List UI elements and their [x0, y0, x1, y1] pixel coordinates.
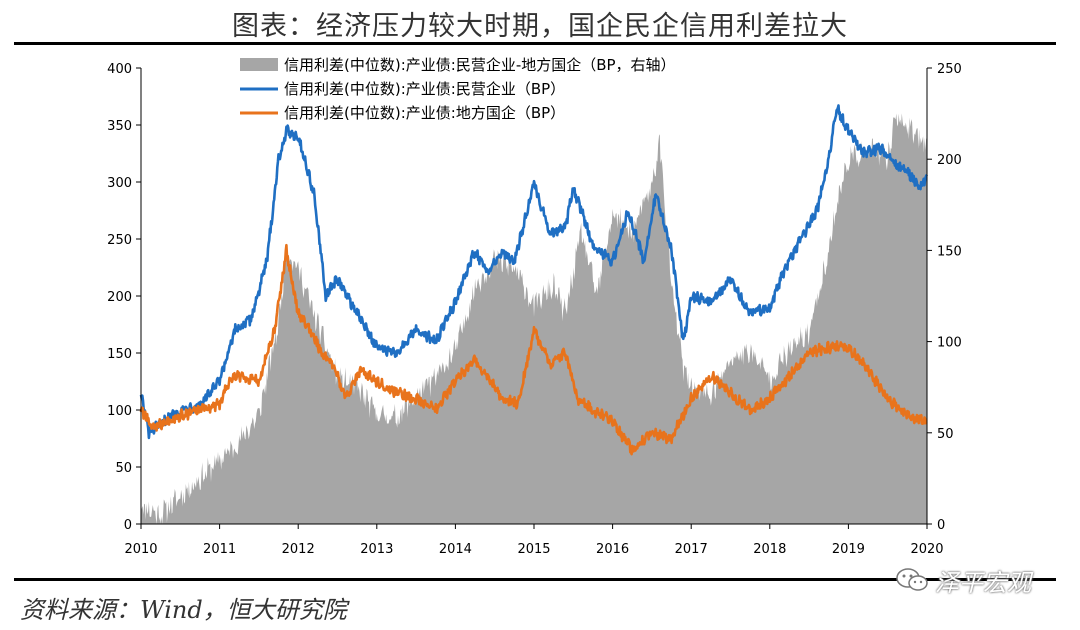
- legend-label: 信用利差(中位数):产业债:民营企业-地方国企（BP，右轴）: [284, 56, 676, 74]
- x-tick-label: 2010: [124, 542, 157, 557]
- y-left-tick-label: 400: [107, 62, 132, 77]
- y-right-tick-label: 100: [937, 336, 962, 351]
- series-line-private: [139, 104, 928, 440]
- x-tick-label: 2018: [753, 542, 786, 557]
- series-layer: [139, 104, 928, 525]
- x-tick-label: 2012: [282, 542, 315, 557]
- series-line-local-soe: [139, 243, 928, 456]
- source-note: 资料来源：Wind，恒大研究院: [20, 596, 347, 624]
- y-left-tick-label: 300: [107, 176, 132, 191]
- top-rule: [14, 42, 1056, 45]
- x-tick-label: 2011: [203, 542, 236, 557]
- y-right-tick-label: 150: [937, 244, 962, 259]
- y-right-tick-label: 0: [937, 518, 945, 533]
- y-left-tick-label: 0: [124, 518, 132, 533]
- wechat-icon: [896, 568, 928, 591]
- x-tick-label: 2014: [439, 542, 472, 557]
- x-tick-label: 2017: [675, 542, 708, 557]
- y-right-tick-label: 250: [937, 62, 962, 77]
- y-left-tick-label: 150: [107, 347, 132, 362]
- x-tick-label: 2015: [517, 542, 550, 557]
- x-tick-label: 2020: [910, 542, 943, 557]
- bottom-rule: [14, 578, 1056, 581]
- watermark-text: 泽平宏观: [935, 568, 1031, 597]
- y-left-tick-label: 100: [107, 404, 132, 419]
- x-tick-label: 2013: [360, 542, 393, 557]
- y-left-tick-label: 50: [115, 461, 132, 476]
- watermark: 泽平宏观: [895, 562, 1031, 598]
- chart-title: 图表：经济压力较大时期，国企民企信用利差拉大: [232, 11, 848, 42]
- legend-swatch-area: [240, 58, 278, 71]
- legend-label: 信用利差(中位数):产业债:地方国企（BP）: [284, 104, 565, 122]
- y-left-tick-label: 250: [107, 233, 132, 248]
- x-tick-label: 2019: [832, 542, 865, 557]
- legend-label: 信用利差(中位数):产业债:民营企业（BP）: [284, 80, 565, 98]
- series-area-private-minus-local: [141, 113, 927, 525]
- axes-layer: 0 50 100 150 200 250 300 350 400 0 50 100 150 200 250 2…: [107, 62, 962, 557]
- y-left-tick-label: 350: [107, 119, 132, 134]
- x-tick-label: 2016: [596, 542, 629, 557]
- y-left-tick-label: 200: [107, 290, 132, 305]
- y-right-tick-label: 50: [937, 427, 954, 442]
- y-right-tick-label: 200: [937, 153, 962, 168]
- legend-layer: 信用利差(中位数):产业债:民营企业-地方国企（BP，右轴） 信用利差(中位数):…: [240, 56, 676, 122]
